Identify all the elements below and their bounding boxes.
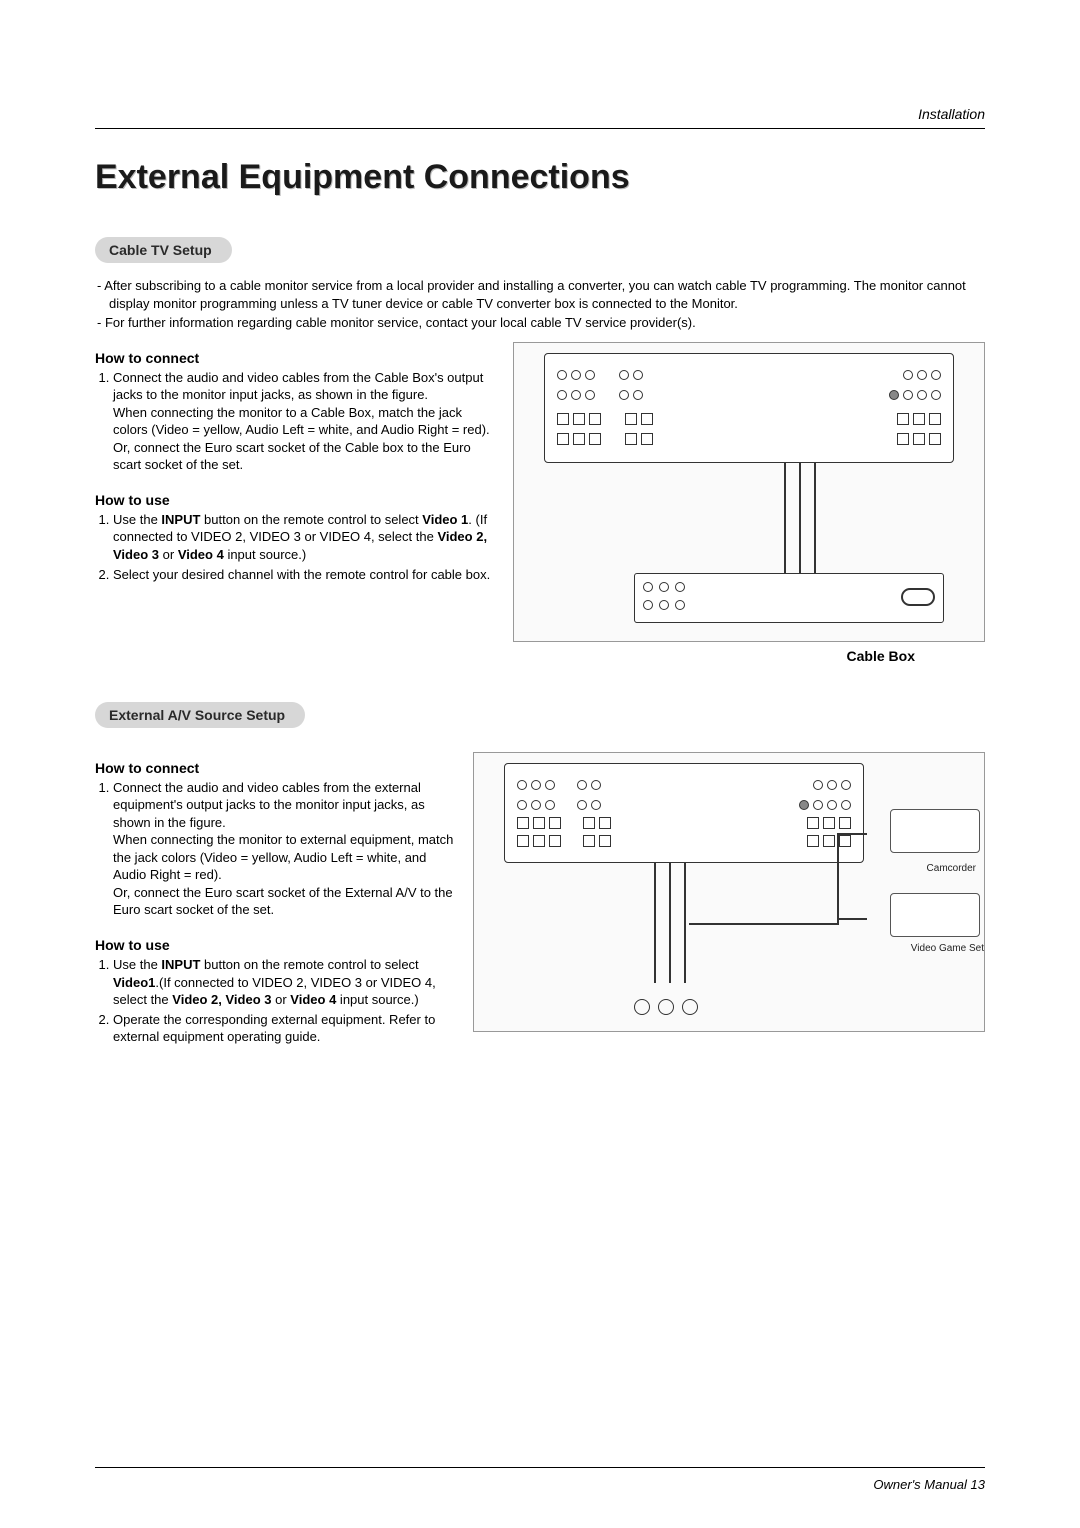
split-line — [837, 918, 867, 920]
list-item: Operate the corresponding external equip… — [113, 1011, 455, 1046]
step-text: Connect the audio and video cables from … — [113, 370, 483, 403]
cable-wire — [684, 863, 686, 983]
ext-av-connect-steps: Connect the audio and video cables from … — [95, 779, 455, 919]
cable-tv-use-steps: Use the INPUT button on the remote contr… — [95, 511, 495, 583]
ext-av-figure-column: Camcorder Video Game Set — [473, 752, 985, 1048]
list-item: Connect the audio and video cables from … — [113, 779, 455, 919]
bullet-text: - For further information regarding cabl… — [109, 314, 985, 332]
label-camcorder: Camcorder — [927, 863, 976, 874]
tv-back-panel — [504, 763, 864, 863]
cable-tv-intro-bullets: - After subscribing to a cable monitor s… — [95, 277, 985, 332]
split-line — [837, 833, 839, 925]
top-rule — [95, 128, 985, 129]
bold-text: Video 2, Video 3 — [172, 992, 271, 1007]
section-cable-tv: Cable TV Setup - After subscribing to a … — [95, 237, 985, 642]
list-item: Use the INPUT button on the remote contr… — [113, 956, 455, 1009]
step-text: Use the — [113, 512, 161, 527]
heading-how-to-connect: How to connect — [95, 350, 495, 366]
port-row — [557, 388, 941, 402]
step-text: input source.) — [336, 992, 418, 1007]
page-footer: Owner's Manual 13 — [873, 1477, 985, 1492]
heading-how-to-use: How to use — [95, 492, 495, 508]
video-game-icon — [890, 893, 980, 937]
bold-text: INPUT — [161, 957, 200, 972]
bottom-rule — [95, 1467, 985, 1468]
bold-text: Video 1 — [422, 512, 468, 527]
section-external-av: External A/V Source Setup How to connect… — [95, 702, 985, 1048]
split-line — [689, 923, 839, 925]
cable-tv-connect-steps: Connect the audio and video cables from … — [95, 369, 495, 474]
section-pill-cable-tv: Cable TV Setup — [95, 237, 232, 263]
cable-wire — [669, 863, 671, 983]
list-item: Select your desired channel with the rem… — [113, 566, 495, 584]
tv-back-panel — [544, 353, 954, 463]
port-row — [557, 412, 941, 426]
list-item: Connect the audio and video cables from … — [113, 369, 495, 474]
page-title: External Equipment Connections — [95, 158, 985, 197]
figure-ext-av-diagram: Camcorder Video Game Set — [473, 752, 985, 1032]
heading-how-to-connect: How to connect — [95, 760, 455, 776]
port-row — [517, 834, 851, 848]
step-text: button on the remote control to select — [200, 512, 422, 527]
port-row — [557, 432, 941, 446]
bullet-text: - After subscribing to a cable monitor s… — [109, 277, 985, 312]
port-row — [517, 816, 851, 830]
step-text: or — [159, 547, 178, 562]
step-text: input source.) — [224, 547, 306, 562]
cable-wire — [654, 863, 656, 983]
label-video-game-set: Video Game Set — [911, 943, 984, 954]
cable-tv-figure-column: Cable Box — [513, 342, 985, 642]
step-text: Use the — [113, 957, 161, 972]
heading-how-to-use: How to use — [95, 937, 455, 953]
step-text: Connect the audio and video cables from … — [113, 780, 425, 830]
ext-av-left-column: How to connect Connect the audio and vid… — [95, 752, 455, 1048]
ext-device-jacks — [634, 999, 698, 1015]
list-item: Use the INPUT button on the remote contr… — [113, 511, 495, 564]
port-row — [557, 368, 941, 382]
ext-av-use-steps: Use the INPUT button on the remote contr… — [95, 956, 455, 1046]
section-pill-external-av: External A/V Source Setup — [95, 702, 305, 728]
bold-text: Video 4 — [178, 547, 224, 562]
step-text: button on the remote control to select — [200, 957, 418, 972]
figure-caption-cable-box: Cable Box — [847, 648, 915, 664]
bold-text: INPUT — [161, 512, 200, 527]
step-text: or — [272, 992, 291, 1007]
split-line — [837, 833, 867, 835]
cable-tv-left-column: How to connect Connect the audio and vid… — [95, 342, 495, 642]
step-text: When connecting the monitor to a Cable B… — [113, 405, 490, 438]
bold-text: Video1 — [113, 975, 155, 990]
step-text: When connecting the monitor to external … — [113, 832, 453, 882]
step-text: Or, connect the Euro scart socket of the… — [113, 885, 453, 918]
bold-text: Video 4 — [290, 992, 336, 1007]
camcorder-icon — [890, 809, 980, 853]
port-row — [517, 798, 851, 812]
figure-cable-box-diagram — [513, 342, 985, 642]
port-row — [517, 778, 851, 792]
header-section-label: Installation — [918, 106, 985, 122]
step-text: Or, connect the Euro scart socket of the… — [113, 440, 471, 473]
cable-box-device — [634, 573, 944, 623]
